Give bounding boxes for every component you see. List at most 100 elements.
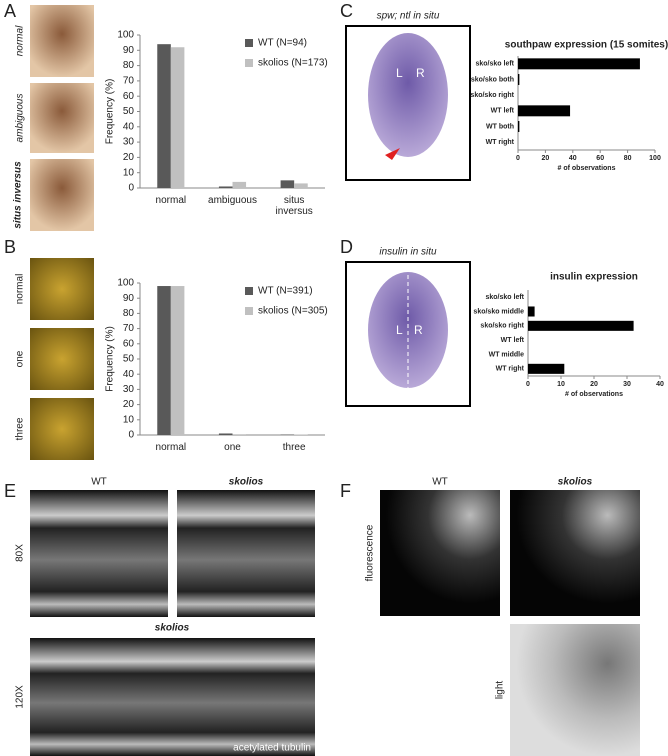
panel-label: D	[340, 237, 353, 257]
legend-swatch	[245, 307, 253, 315]
chart-title: insulin expression	[550, 272, 638, 283]
x-tick-label: one	[224, 442, 241, 453]
y-tick-label: 20	[123, 152, 135, 163]
bar	[157, 286, 171, 435]
y-axis-label: Frequency (%)	[105, 326, 116, 392]
y-tick-label: 10	[123, 167, 135, 178]
x-tick-label: 40	[656, 381, 664, 388]
y-tick-label: 30	[123, 137, 135, 148]
x-axis-label: # of observations	[558, 165, 616, 172]
y-tick-label: 50	[123, 354, 135, 365]
legend-label: skolios (N=305)	[258, 306, 328, 317]
x-axis-label: # of observations	[565, 391, 623, 398]
image-mark: R	[416, 66, 425, 80]
bar	[294, 183, 308, 188]
image	[510, 624, 640, 756]
column-label: skolios	[558, 477, 593, 488]
image	[30, 398, 94, 460]
legend-label: WT (N=391)	[258, 286, 313, 297]
y-tick-label: 100	[117, 278, 134, 289]
row-label: 80X	[15, 544, 26, 562]
bar	[528, 363, 565, 374]
x-tick-label: ambiguous	[208, 195, 257, 206]
y-tick-label: 0	[128, 430, 134, 441]
y-tick-label: 70	[123, 323, 135, 334]
y-tick-label: 20	[123, 399, 135, 410]
legend-label: WT (N=94)	[258, 38, 307, 49]
bar	[518, 121, 520, 132]
y-tick-label: sko/sko middle	[473, 308, 524, 315]
y-tick-label: 80	[123, 308, 135, 319]
y-tick-label: 30	[123, 384, 135, 395]
chart-title: southpaw expression (15 somites)	[505, 40, 668, 51]
panel-label: B	[4, 237, 16, 257]
panel-label: A	[4, 1, 16, 21]
column-label: WT	[91, 477, 107, 488]
row-label: light	[495, 681, 506, 700]
y-tick-label: 80	[123, 60, 135, 71]
bar	[280, 180, 295, 188]
y-tick-label: 90	[123, 45, 135, 56]
panel-label: C	[340, 1, 353, 21]
y-tick-label: 100	[117, 30, 134, 41]
legend-swatch	[245, 287, 253, 295]
image	[30, 490, 168, 617]
y-tick-label: WT left	[501, 337, 525, 344]
x-tick-label: normal	[156, 195, 187, 206]
x-tick-label: 100	[649, 155, 661, 162]
embryo	[368, 272, 448, 388]
bar	[518, 105, 571, 117]
panel-label: F	[340, 481, 351, 501]
image	[177, 490, 315, 617]
y-tick-label: WT right	[496, 366, 525, 373]
bar	[157, 44, 171, 189]
y-tick-label: 60	[123, 338, 135, 349]
y-tick-label: WT middle	[489, 351, 524, 358]
image	[30, 83, 94, 153]
row-label: fluorescence	[365, 524, 376, 581]
image-mark: L	[396, 66, 403, 80]
bar	[232, 181, 247, 188]
x-tick-label: 20	[590, 381, 598, 388]
y-tick-label: WT right	[486, 139, 515, 146]
y-tick-label: 90	[123, 293, 135, 304]
panel-label: E	[4, 481, 16, 501]
bar	[218, 186, 233, 188]
bar	[518, 74, 520, 85]
bar	[518, 58, 640, 70]
image	[30, 258, 94, 320]
column-label: skolios	[229, 477, 264, 488]
bar	[232, 434, 247, 435]
x-tick-label: 20	[542, 155, 550, 162]
x-tick-label: three	[283, 442, 306, 453]
y-tick-label: 50	[123, 106, 135, 117]
y-tick-label: 60	[123, 91, 135, 102]
y-tick-label: 40	[123, 369, 135, 380]
bar	[528, 306, 535, 317]
y-tick-label: sko/sko both	[471, 76, 514, 83]
bar	[170, 286, 185, 435]
bar	[528, 320, 634, 331]
y-tick-label: sko/sko left	[475, 61, 514, 68]
bar	[218, 433, 233, 435]
legend-swatch	[245, 39, 253, 47]
stain-label: acetylated tubulin	[233, 743, 311, 754]
image-label: one	[15, 350, 26, 367]
image	[30, 638, 315, 756]
x-tick-label: normal	[156, 442, 187, 453]
embryo	[368, 33, 448, 157]
image-label: normal	[15, 274, 26, 305]
y-tick-label: WT left	[491, 108, 515, 115]
y-tick-label: sko/sko right	[480, 323, 524, 330]
legend-swatch	[245, 59, 253, 67]
y-tick-label: 70	[123, 76, 135, 87]
arrowhead	[385, 148, 400, 160]
x-tick-label: 0	[526, 381, 530, 388]
y-axis-label: Frequency (%)	[105, 79, 116, 145]
image-label: normal	[15, 25, 26, 56]
x-tick-label: 30	[623, 381, 631, 388]
image	[30, 159, 94, 231]
image-mark: L	[396, 323, 403, 337]
y-tick-label: WT both	[486, 123, 514, 130]
